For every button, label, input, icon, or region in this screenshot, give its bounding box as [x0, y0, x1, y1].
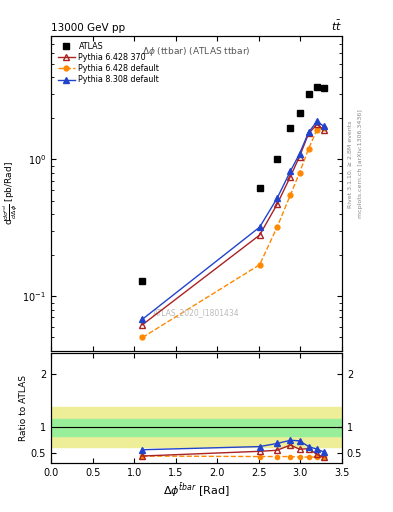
- Pythia 6.428 default: [315, 126, 320, 133]
- Pythia 8.308 default: [297, 151, 302, 157]
- Pythia 6.428 370: [275, 201, 279, 207]
- Pythia 6.428 default: [257, 262, 262, 268]
- Pythia 6.428 default: [321, 125, 326, 131]
- Line: Pythia 6.428 370: Pythia 6.428 370: [140, 121, 327, 328]
- Pythia 8.308 default: [321, 123, 326, 129]
- Pythia 6.428 370: [306, 131, 311, 137]
- ATLAS: [306, 91, 311, 97]
- Bar: [51, 419, 342, 436]
- Pythia 8.308 default: [315, 118, 320, 124]
- X-axis label: $\Delta\phi^{\bar{t}bar}$ [Rad]: $\Delta\phi^{\bar{t}bar}$ [Rad]: [163, 481, 230, 499]
- Line: Pythia 6.428 default: Pythia 6.428 default: [140, 125, 326, 340]
- Pythia 8.308 default: [140, 316, 145, 322]
- ATLAS: [257, 185, 262, 191]
- Pythia 6.428 370: [257, 232, 262, 238]
- Y-axis label: Ratio to ATLAS: Ratio to ATLAS: [19, 375, 28, 441]
- Pythia 8.308 default: [257, 224, 262, 230]
- Pythia 6.428 370: [297, 154, 302, 160]
- ATLAS: [288, 125, 293, 131]
- Pythia 6.428 370: [315, 121, 320, 127]
- Pythia 6.428 default: [275, 224, 279, 230]
- Pythia 6.428 default: [297, 169, 302, 176]
- Line: Pythia 8.308 default: Pythia 8.308 default: [140, 118, 327, 323]
- Text: 13000 GeV pp: 13000 GeV pp: [51, 23, 125, 33]
- Line: ATLAS: ATLAS: [140, 83, 327, 284]
- Pythia 8.308 default: [288, 168, 293, 174]
- ATLAS: [275, 156, 279, 162]
- Pythia 6.428 default: [140, 334, 145, 340]
- Pythia 6.428 370: [288, 174, 293, 180]
- Text: Rivet 3.1.10, ≥ 2.8M events: Rivet 3.1.10, ≥ 2.8M events: [348, 120, 353, 207]
- Bar: [51, 407, 342, 446]
- Pythia 6.428 370: [321, 126, 326, 133]
- Text: mcplots.cern.ch [arXiv:1306.3436]: mcplots.cern.ch [arXiv:1306.3436]: [358, 110, 363, 218]
- Pythia 6.428 default: [306, 145, 311, 152]
- Pythia 6.428 default: [288, 192, 293, 198]
- Pythia 8.308 default: [306, 129, 311, 135]
- ATLAS: [321, 86, 326, 92]
- ATLAS: [315, 83, 320, 90]
- ATLAS: [297, 110, 302, 116]
- ATLAS: [140, 278, 145, 284]
- Text: ATLAS_2020_I1801434: ATLAS_2020_I1801434: [153, 308, 240, 317]
- Y-axis label: d$\frac{d\sigma^{nd}}{d\Delta\phi}$ [pb/Rad]: d$\frac{d\sigma^{nd}}{d\Delta\phi}$ [pb/…: [2, 161, 20, 225]
- Legend: ATLAS, Pythia 6.428 370, Pythia 6.428 default, Pythia 8.308 default: ATLAS, Pythia 6.428 370, Pythia 6.428 de…: [55, 40, 162, 87]
- Text: $\Delta\phi$ (ttbar) (ATLAS ttbar): $\Delta\phi$ (ttbar) (ATLAS ttbar): [142, 45, 251, 58]
- Pythia 6.428 370: [140, 322, 145, 328]
- Text: $t\bar{t}$: $t\bar{t}$: [331, 19, 342, 33]
- Pythia 8.308 default: [275, 195, 279, 201]
